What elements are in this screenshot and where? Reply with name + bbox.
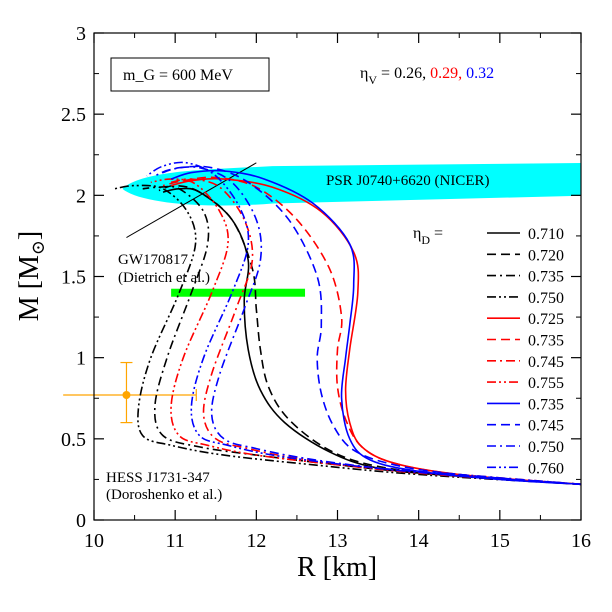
axis-ticks: 10 11 12 13 14 15 16 0 0.5 1 1.5 2 2.5 3 [61,23,591,552]
x-tick-label: 14 [409,530,429,552]
legend-label: 0.735 [528,396,564,413]
x-tick-label: 16 [571,530,591,552]
curve-eta-d-0760-11 [146,161,581,486]
curve-eta-d-0735-5 [162,176,581,486]
curve-eta-d-0720-1 [158,184,581,486]
y-tick-label: 0 [76,510,86,532]
y-tick-label: 2.5 [61,104,86,126]
gw-label: GW170817 [118,252,188,268]
model-box-label: m_G = 600 MeV [123,67,233,84]
hess-label: HESS J1731-347 [106,470,210,486]
eta-d-label: ηD = [413,225,443,247]
legend-label: 0.710 [528,226,564,243]
legend-label: 0.745 [528,354,564,371]
legend-label: 0.745 [528,418,564,435]
legend-label: 0.750 [528,439,564,456]
legend-label: 0.760 [528,460,564,477]
y-tick-label: 0.5 [61,429,86,451]
curve-eta-d-0755-7 [150,178,581,486]
x-tick-label: 15 [490,530,510,552]
curve-eta-d-0735-2 [142,185,581,486]
y-tick-label: 1.5 [61,267,86,289]
model-box [110,57,270,92]
y-tick-label: 3 [76,23,86,45]
x-tick-label: 10 [84,530,104,552]
hess-marker [122,391,131,400]
hess-point [63,361,197,424]
x-tick-label: 12 [246,530,266,552]
curve-eta-d-0735-8 [170,169,581,486]
curve-eta-d-0750-10 [154,166,581,486]
x-tick-label: 11 [166,530,185,552]
gw-reference: (Dietrich et al.) [118,270,210,286]
y-axis-label: M [M⊙] [14,231,48,322]
legend-label: 0.720 [528,247,564,264]
eta-v-label: ηV = 0.26, 0.29, 0.32 [360,65,494,87]
curve-eta-d-0750-3 [114,184,581,486]
gw-band [171,288,306,297]
y-tick-label: 2 [76,185,86,207]
curve-eta-d-0725-4 [170,177,581,486]
curve-eta-d-0745-9 [158,165,581,486]
legend: 0.710 0.720 0.735 0.750 0.725 0.735 0.745 0.755… [487,226,564,477]
x-axis-label: R [km] [297,552,377,583]
curves [114,161,581,486]
hess-reference: (Doroshenko et al.) [106,487,222,503]
curve-eta-d-0745-6 [170,178,581,486]
legend-label: 0.735 [528,269,564,286]
x-tick-label: 13 [328,530,348,552]
legend-label: 0.750 [528,290,564,307]
legend-label: 0.735 [528,333,564,350]
legend-label: 0.755 [528,375,564,392]
legend-label: 0.725 [528,311,564,328]
y-tick-label: 1 [76,348,86,370]
nicer-label: PSR J0740+6620 (NICER) [326,173,489,189]
